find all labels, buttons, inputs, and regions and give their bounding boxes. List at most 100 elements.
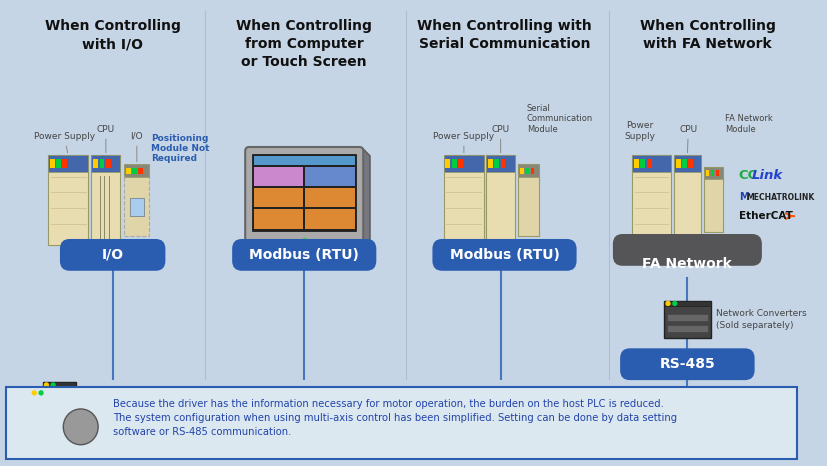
Bar — [640, 159, 645, 168]
FancyBboxPatch shape — [632, 156, 671, 245]
Bar — [138, 168, 143, 174]
Bar — [31, 390, 60, 396]
Bar — [682, 159, 687, 168]
Text: Modbus (RTU): Modbus (RTU) — [450, 248, 559, 262]
FancyBboxPatch shape — [674, 156, 701, 245]
FancyBboxPatch shape — [91, 156, 121, 245]
Bar — [710, 170, 715, 176]
Bar — [62, 159, 67, 168]
Text: When Controlling with
Serial Communication: When Controlling with Serial Communicati… — [417, 19, 592, 51]
Text: Power
Supply: Power Supply — [624, 121, 656, 141]
Bar — [33, 415, 56, 421]
Bar — [305, 167, 355, 186]
FancyBboxPatch shape — [433, 239, 576, 271]
FancyBboxPatch shape — [704, 167, 723, 232]
Bar — [704, 167, 723, 179]
Bar — [647, 159, 652, 168]
Bar — [254, 156, 355, 165]
Bar — [525, 168, 529, 174]
Bar — [127, 168, 131, 174]
Text: EtherCAT: EtherCAT — [739, 211, 792, 221]
Text: I/O: I/O — [131, 131, 143, 162]
Bar — [45, 411, 74, 419]
Text: Modbus (RTU): Modbus (RTU) — [249, 248, 359, 262]
Bar — [443, 156, 484, 171]
Text: Power Supply: Power Supply — [34, 131, 95, 153]
FancyBboxPatch shape — [518, 164, 539, 236]
Text: Because the driver has the information necessary for motor operation, the burden: Because the driver has the information n… — [112, 399, 676, 437]
Bar — [305, 188, 355, 207]
Text: CPU: CPU — [491, 124, 509, 153]
FancyBboxPatch shape — [620, 348, 754, 380]
Text: When Controlling
with I/O: When Controlling with I/O — [45, 19, 180, 51]
Bar — [56, 159, 61, 168]
Circle shape — [64, 409, 98, 445]
Bar — [705, 170, 710, 176]
Bar — [42, 382, 76, 388]
Bar — [531, 168, 534, 174]
Polygon shape — [246, 242, 370, 250]
Bar — [50, 159, 55, 168]
Bar — [674, 156, 701, 171]
Bar — [458, 159, 463, 168]
FancyBboxPatch shape — [48, 156, 88, 245]
FancyBboxPatch shape — [246, 147, 363, 243]
Bar — [91, 156, 121, 171]
Bar — [520, 168, 523, 174]
Text: When Controlling
from Computer
or Touch Screen: When Controlling from Computer or Touch … — [237, 19, 372, 69]
Text: RS-485: RS-485 — [659, 357, 715, 371]
FancyBboxPatch shape — [613, 234, 762, 266]
FancyBboxPatch shape — [124, 164, 150, 236]
Polygon shape — [362, 148, 370, 250]
FancyBboxPatch shape — [232, 239, 376, 271]
Text: FA Network: FA Network — [643, 257, 732, 271]
Bar — [33, 403, 56, 410]
Text: I/O: I/O — [102, 248, 124, 262]
Text: Link: Link — [753, 169, 783, 182]
Bar — [486, 156, 515, 171]
Bar — [130, 198, 144, 216]
Bar — [488, 159, 493, 168]
Text: Power Supply: Power Supply — [433, 131, 495, 153]
Bar — [446, 159, 451, 168]
Circle shape — [673, 302, 676, 305]
Bar — [634, 159, 639, 168]
FancyBboxPatch shape — [60, 239, 165, 271]
Text: Positioning
Module Not
Required: Positioning Module Not Required — [151, 134, 210, 164]
Bar — [99, 159, 104, 168]
Bar — [688, 159, 693, 168]
Text: MECHATROLINK: MECHATROLINK — [747, 193, 815, 202]
Bar — [667, 314, 708, 321]
FancyBboxPatch shape — [486, 156, 515, 245]
Circle shape — [39, 391, 43, 395]
Circle shape — [666, 302, 670, 305]
Text: Serial
Communication
Module: Serial Communication Module — [527, 104, 593, 134]
Bar — [254, 167, 304, 186]
Bar — [452, 159, 457, 168]
Bar — [495, 159, 500, 168]
Text: M: M — [739, 192, 748, 202]
Circle shape — [69, 399, 108, 439]
Bar — [664, 301, 710, 338]
Bar — [132, 168, 136, 174]
Bar — [254, 188, 304, 207]
Bar — [715, 170, 719, 176]
Bar — [42, 382, 76, 426]
Text: CC: CC — [739, 169, 758, 182]
Bar — [664, 301, 710, 306]
Bar — [676, 159, 681, 168]
Bar — [254, 209, 304, 228]
Bar — [106, 159, 111, 168]
Circle shape — [45, 383, 48, 387]
Text: FA Network
Module: FA Network Module — [725, 114, 773, 134]
Text: Network Converters
(Sold separately): Network Converters (Sold separately) — [716, 309, 807, 329]
Text: CPU: CPU — [679, 124, 697, 153]
Bar — [48, 156, 88, 171]
FancyBboxPatch shape — [443, 156, 484, 245]
Bar — [45, 397, 74, 405]
Bar — [632, 156, 671, 171]
Bar — [124, 164, 150, 177]
Circle shape — [32, 391, 36, 395]
Bar — [518, 164, 539, 177]
Bar — [500, 159, 505, 168]
